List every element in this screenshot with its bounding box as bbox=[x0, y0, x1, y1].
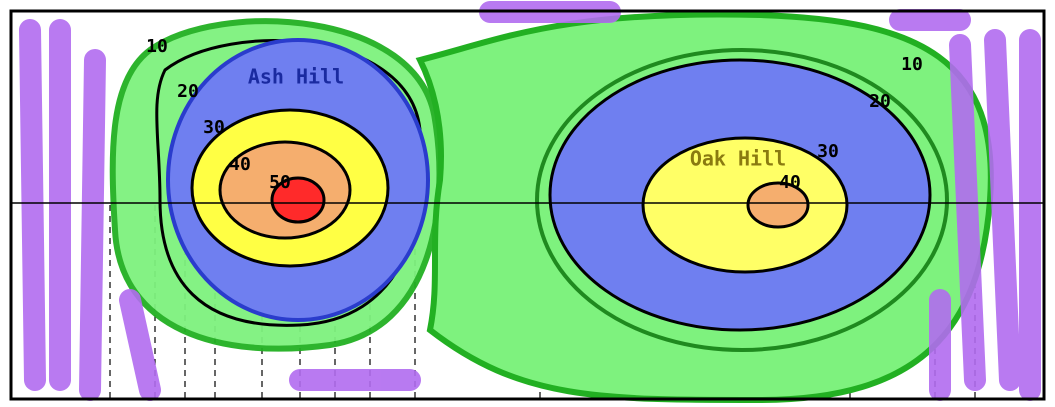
contour-label: 30 bbox=[203, 117, 225, 138]
hill-name: Ash Hill bbox=[248, 65, 344, 89]
contour-label: 20 bbox=[177, 81, 199, 102]
contour-label: 30 bbox=[817, 141, 839, 162]
contour-label: 40 bbox=[779, 172, 801, 193]
contour-label: 50 bbox=[269, 172, 291, 193]
ash-hill-contours bbox=[109, 18, 443, 352]
contour-label: 10 bbox=[146, 36, 168, 57]
contour-label: 10 bbox=[901, 54, 923, 75]
contour-label: 40 bbox=[229, 154, 251, 175]
map-frame bbox=[9, 9, 1046, 401]
contour-label: 20 bbox=[869, 91, 891, 112]
hill-name: Oak Hill bbox=[690, 147, 786, 171]
oak-hill-contours bbox=[415, 11, 994, 404]
